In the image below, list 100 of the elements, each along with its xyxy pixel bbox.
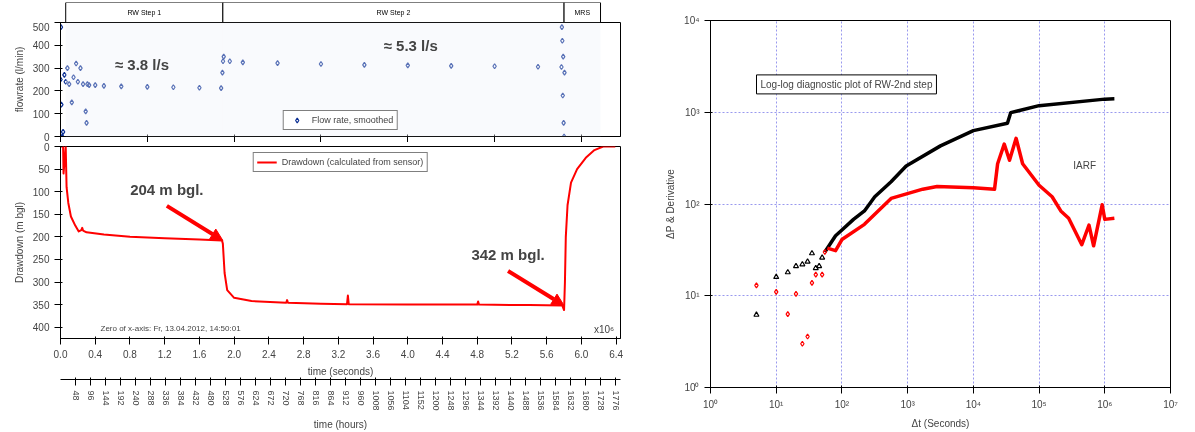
x2-tick-label: 1536 (535, 390, 546, 411)
x-tick-label: 2.0 (227, 348, 242, 360)
y-tick-label: 10⁴ (684, 15, 700, 26)
legend-label: Flow rate, smoothed (311, 114, 394, 126)
x2-tick-label: 720 (280, 390, 291, 406)
annotation: Log-log diagnostic plot of RW-2nd step (760, 78, 933, 90)
point (80, 80, 86, 88)
x-tick-label: 0.8 (123, 348, 138, 360)
x2-tick-label: 672 (265, 390, 276, 406)
x2-tick-label: 1728 (595, 390, 606, 411)
y-tick-label: 100 (32, 108, 50, 120)
x2-tick-label: 1680 (580, 390, 591, 411)
y-tick-label: 10² (685, 198, 701, 210)
point (197, 84, 202, 91)
x2-tick-label: 336 (160, 390, 171, 406)
y-tick-label: 500 (32, 21, 50, 33)
x-tick-label: 5.2 (505, 348, 520, 360)
x2-tick-label: 1248 (445, 390, 456, 411)
x2-tick-label: 240 (130, 390, 141, 406)
y-tick-label: 50 (38, 164, 50, 176)
annotation: 204 m bgl. (130, 180, 204, 198)
point (448, 62, 454, 69)
point (69, 99, 75, 106)
x2-tick-label: 1344 (475, 390, 486, 411)
y-axis-title: Drawdown (m bgl) (13, 201, 25, 284)
point (83, 108, 88, 115)
x-tick-label: 4.4 (435, 348, 450, 360)
x2-tick-label: 1008 (370, 390, 381, 411)
x2-tick-label: 1152 (415, 390, 426, 410)
point (559, 23, 565, 31)
point (92, 82, 98, 89)
point (171, 84, 176, 91)
x2-tick-label: 144 (100, 390, 111, 406)
point (560, 37, 565, 44)
annotation: Zero of x-axis: Fr, 13.04.2012, 14:50:01 (100, 323, 242, 333)
point (492, 63, 497, 70)
x2-tick-label: 48 (70, 390, 81, 401)
point (71, 74, 76, 81)
annotation: IARF (1073, 159, 1097, 171)
x2-tick-label: 480 (205, 390, 216, 406)
x2-tick-label: 96 (85, 390, 96, 401)
x2-tick-label: 1632 (565, 390, 576, 411)
point (220, 69, 225, 76)
x-tick-label: 1.6 (192, 348, 207, 360)
y-axis-title: ΔP & Derivative (665, 168, 677, 240)
x2-tick-label: 432 (190, 390, 201, 406)
point (73, 60, 79, 67)
point (145, 83, 150, 90)
line-series (60, 146, 617, 312)
x2-tick-label: 624 (250, 390, 261, 406)
point (66, 80, 72, 88)
annotation: 342 m bgl. (471, 245, 545, 263)
y-tick-label: 300 (32, 277, 50, 289)
point (535, 63, 541, 70)
point (240, 59, 246, 66)
x-tick-label: 0.4 (88, 348, 103, 360)
x2-tick-label: 288 (145, 390, 156, 406)
point (318, 60, 324, 68)
x-tick-label: 4.8 (470, 348, 485, 360)
y-tick-label: 10⁰ (684, 382, 700, 393)
y-tick-label: 100 (32, 186, 50, 198)
x2-tick-label: 1584 (550, 390, 561, 411)
x-tick-label: 6.4 (609, 348, 624, 360)
x2-tick-label: 528 (220, 390, 231, 406)
x-tick-label: 3.6 (366, 348, 381, 360)
y-tick-label: 200 (32, 85, 50, 97)
x2-tick-label: 192 (115, 390, 126, 406)
x-tick-label: 4.0 (400, 348, 416, 360)
point (560, 92, 566, 99)
x2-tick-label: 768 (295, 390, 306, 406)
point (65, 65, 70, 72)
x-tick-label: 5.6 (539, 348, 555, 360)
x-tick-label: 1.2 (157, 348, 173, 360)
x2-tick-label: 960 (355, 390, 366, 406)
y-tick-label: 400 (32, 40, 50, 52)
point (221, 53, 226, 60)
x2-tick-label: 1440 (505, 390, 516, 411)
point (63, 78, 68, 85)
y-tick-label: 10³ (685, 106, 701, 118)
point (562, 69, 567, 76)
y-tick-label: 0 (43, 141, 50, 153)
x-tick-label: 10² (834, 398, 850, 410)
x2-tick-label: 864 (325, 390, 336, 406)
x2-tick-label: 384 (175, 390, 186, 406)
x-tick-label: 10¹ (768, 398, 785, 410)
y-tick-label: 0 (43, 131, 50, 143)
point (60, 128, 66, 136)
x-tick-label: 0.0 (53, 348, 68, 360)
y-tick-label: 200 (32, 231, 50, 243)
point (227, 58, 233, 65)
x-tick-label: 10⁵ (1031, 398, 1047, 410)
x2-tick-label: 576 (235, 390, 246, 406)
point (75, 78, 81, 85)
x-tick-label: 10⁷ (1163, 398, 1179, 410)
x2-axis-title: time (hours) (313, 418, 368, 430)
x2-tick-label: 1776 (610, 390, 621, 411)
x2-tick-label: 1104 (400, 390, 411, 410)
legend-label: Drawdown (calculated from sensor) (281, 156, 424, 168)
annotation: ≈ 3.8 l/s (114, 56, 170, 74)
point (119, 83, 124, 90)
